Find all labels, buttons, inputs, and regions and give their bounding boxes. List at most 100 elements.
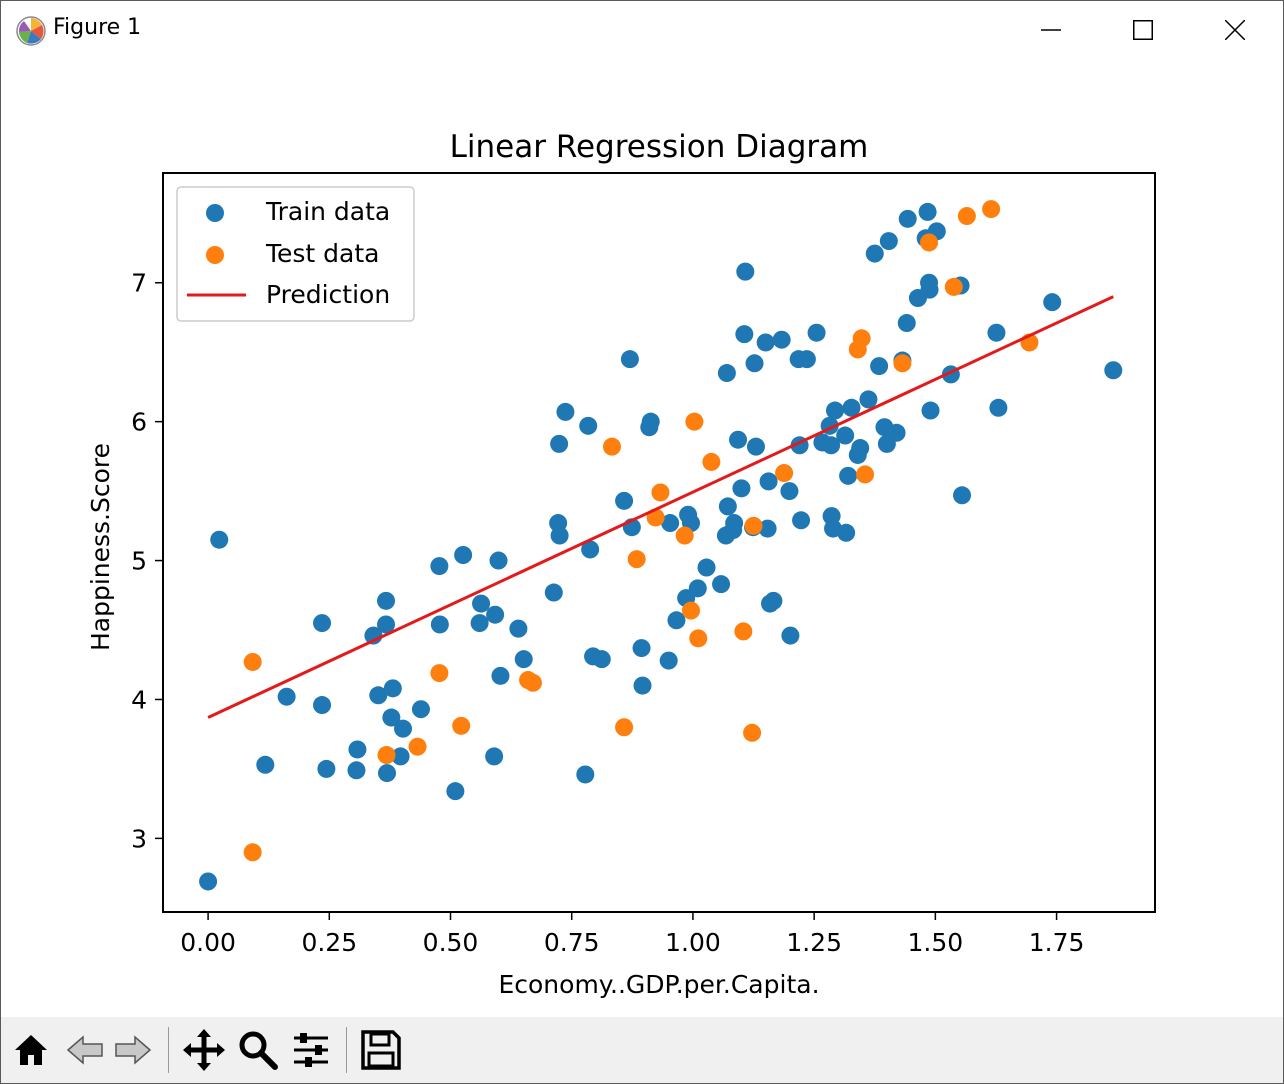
train-data-point [822,436,841,455]
test-data-point [982,200,1001,219]
test-data-point [243,843,262,862]
train-data-point [807,323,826,342]
figure-canvas[interactable]: Linear Regression Diagram Happiness.Scor… [1,59,1283,1017]
train-data-point [836,426,855,445]
train-data-point [758,519,777,538]
train-data-point [256,755,275,774]
sliders-icon [294,1033,328,1067]
maximize-button[interactable] [1097,1,1189,59]
train-data-point [781,626,800,645]
train-data-point [347,761,366,780]
train-data-point [550,434,569,453]
train-data-point [661,514,680,533]
pan-button[interactable] [181,1027,227,1073]
train-data-point [446,782,465,801]
train-data-point [377,615,396,634]
title-bar: Figure 1 [1,1,1283,59]
train-data-point [732,479,751,498]
train-data-point [615,491,634,510]
train-data-point [667,611,686,630]
train-data-point [579,416,598,435]
train-data-point [317,759,336,778]
train-data-point [633,676,652,695]
train-data-point [712,575,731,594]
train-data-point [756,333,775,352]
train-data-point [377,591,396,610]
train-data-point [725,514,744,533]
home-button[interactable] [8,1027,54,1073]
x-tick-label: 0.50 [423,928,479,957]
configure-subplots-button[interactable] [288,1027,334,1073]
x-tick-label: 1.25 [786,928,842,957]
train-data-point [592,650,611,669]
maximize-icon [1133,20,1153,40]
legend-box [176,186,415,322]
test-data-point [852,329,871,348]
x-tick-label: 0.00 [180,928,236,957]
train-data-point [918,202,937,221]
save-button[interactable] [358,1027,404,1073]
test-data-point [651,483,670,502]
train-data-point [620,350,639,369]
train-data-point [348,740,367,759]
train-data-point [382,708,401,727]
train-data-point [697,558,716,577]
test-data-point [452,716,471,735]
train-data-point [837,523,856,542]
matplotlib-logo-icon [15,15,47,47]
legend-prediction-label: Prediction [266,280,390,309]
x-tick-label: 1.75 [1029,928,1085,957]
train-data-point [729,430,748,449]
train-data-point [736,262,755,281]
test-data-point [377,746,396,765]
train-data-point [199,872,218,891]
legend-test-marker [206,246,224,264]
x-tick-label: 0.25 [301,928,357,957]
train-data-point [826,401,844,420]
navigation-toolbar [1,1017,1283,1083]
train-data-point [797,350,816,369]
close-icon [1225,20,1245,40]
forward-button[interactable] [110,1027,156,1073]
y-tick-label: 6 [131,408,147,437]
train-data-point [764,591,783,610]
close-button[interactable] [1189,1,1281,59]
y-axis-label: Happiness.Score [86,443,115,651]
floppy-disk-icon [361,1030,401,1070]
train-data-point [772,330,791,349]
test-data-point [627,550,646,569]
test-data-point [744,516,763,535]
train-data-point [313,614,332,633]
train-data-point [556,402,575,421]
train-data-point [369,686,388,705]
train-data-point [454,546,473,565]
test-data-point [685,412,704,431]
test-data-point [408,737,427,756]
train-data-point [887,423,906,442]
move-icon [183,1029,225,1071]
train-data-point [1043,293,1062,312]
train-data-point [898,209,917,228]
train-data-point [210,530,229,549]
train-data-point [509,619,528,638]
test-data-point [602,437,621,456]
train-data-point [470,614,489,633]
back-button[interactable] [62,1027,108,1073]
back-arrow-icon [66,1035,103,1065]
chart-legend: Train data Test data Prediction [176,186,415,322]
train-data-point [394,719,412,738]
chart-title: Linear Regression Diagram [450,129,869,165]
test-data-point [856,465,875,484]
test-data-point [615,718,634,737]
zoom-button[interactable] [235,1027,281,1073]
legend-train-label: Train data [265,197,390,226]
train-data-point [472,594,491,613]
minimize-button[interactable] [1005,1,1097,59]
train-data-point [659,651,678,670]
home-icon [15,1035,47,1065]
toolbar-separator [168,1027,169,1073]
train-data-point [851,439,870,458]
train-data-point [313,696,332,715]
y-tick-label: 3 [131,824,147,853]
y-axis-label-group: Happiness.Score [86,443,115,651]
